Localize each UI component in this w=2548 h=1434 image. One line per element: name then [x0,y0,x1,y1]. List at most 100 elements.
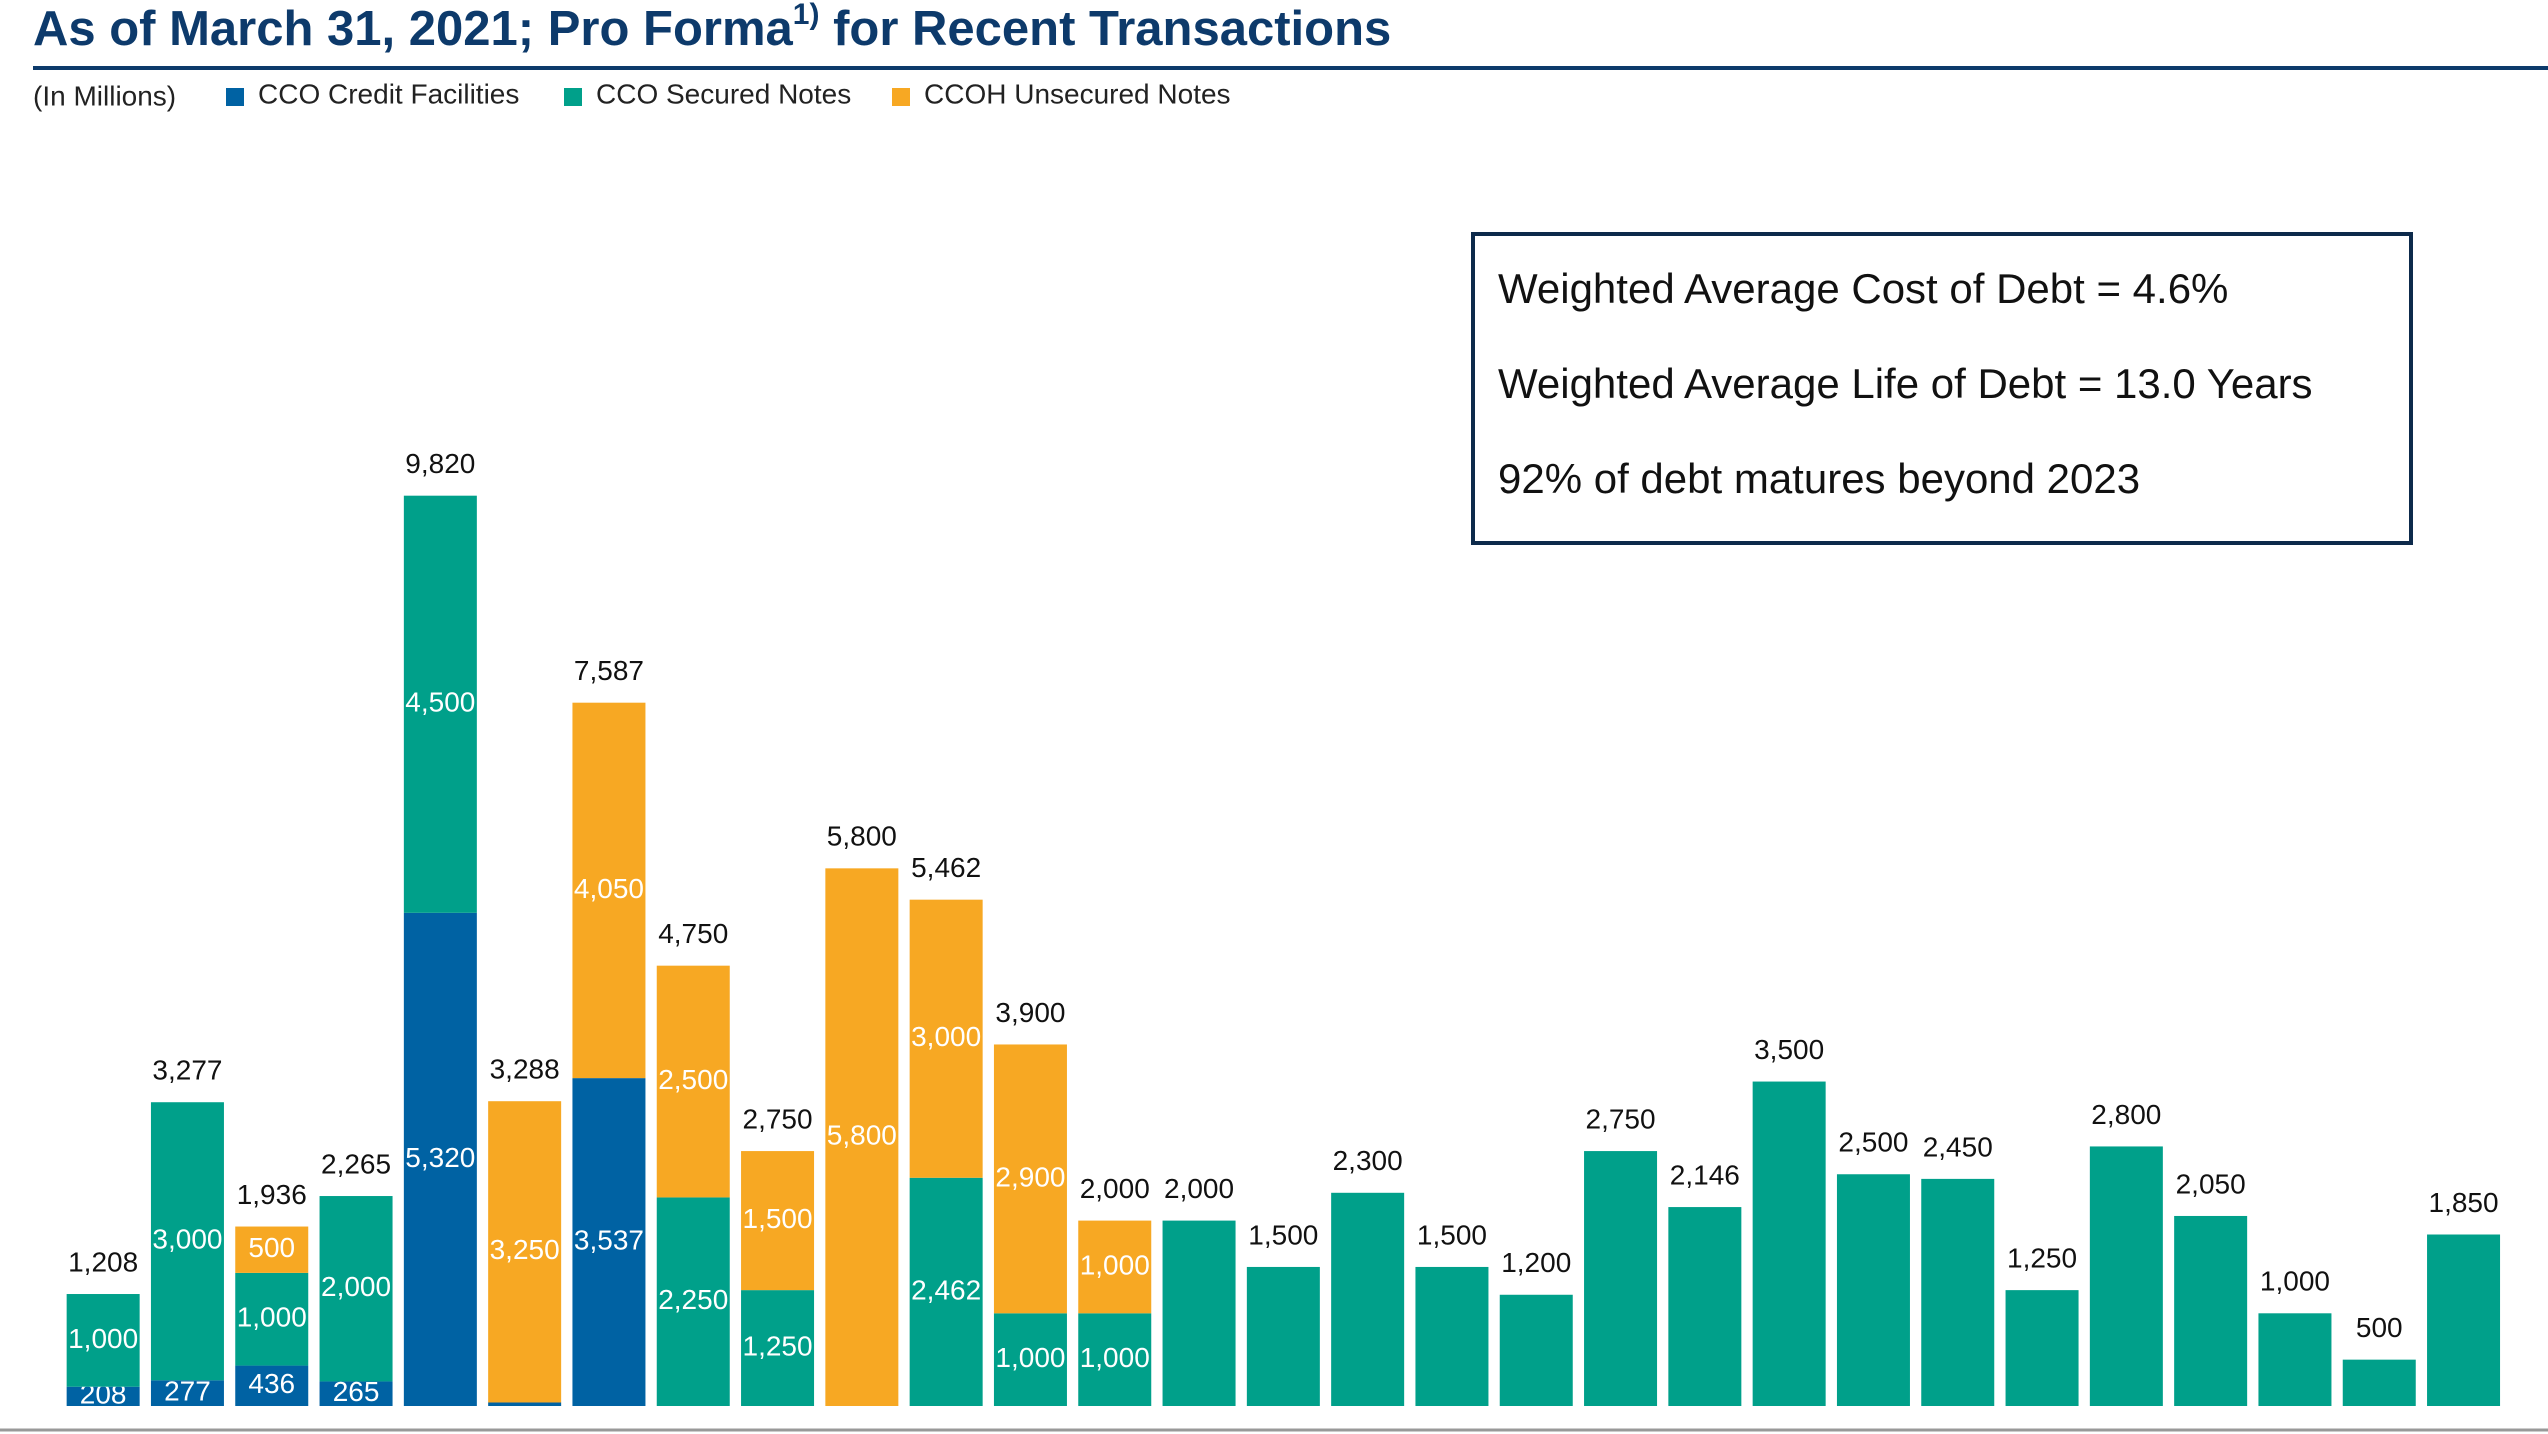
segment-label: 2,462 [911,1274,981,1305]
legend-swatch [226,88,244,106]
bar-segment [235,1226,309,1273]
total-label: 4,750 [658,918,728,949]
total-label: 3,900 [995,997,1065,1028]
segment-label: 1,000 [1080,1249,1150,1280]
bar-segment [1331,1192,1405,1406]
total-label: 2,300 [1333,1145,1403,1176]
bar-segment [2427,1234,2501,1406]
segment-label: 3,000 [911,1021,981,1052]
legend-label: CCOH Unsecured Notes [924,78,1231,109]
total-label: 7,587 [574,655,644,686]
bar-segment [2005,1290,2079,1406]
legend: CCO Credit Facilities CCO Secured Notes CC… [226,78,1231,109]
bar-segment [1836,1174,1910,1406]
bar-segment [403,495,477,913]
total-label: 3,277 [152,1055,222,1086]
total-label: 500 [2356,1312,2403,1343]
bar-segment [909,1177,983,1406]
total-label: 2,050 [2176,1168,2246,1199]
bar-segment [1078,1313,1152,1406]
annotation-box [1471,232,2413,545]
segment-label: 2,500 [658,1064,728,1095]
legend-label: CCO Secured Notes [596,78,851,109]
legend-swatch [892,88,910,106]
total-label: 1,000 [2260,1266,2330,1297]
total-label: 1,500 [1417,1219,1487,1250]
bar-segment [2174,1215,2248,1406]
bar-segment [150,1380,224,1406]
total-label: 3,500 [1754,1034,1824,1065]
segment-label: 1,000 [68,1323,138,1354]
bar-segment [741,1290,815,1406]
bar-segment [1921,1178,1995,1406]
segment-label: 1,000 [1080,1342,1150,1373]
bar-segment [1246,1266,1320,1406]
bar-segment [235,1272,309,1366]
bar-segment [825,868,899,1406]
annotation: Weighted Average Life of Debt = 13.0 Yea… [1498,360,2313,407]
segment-label: 1,500 [743,1203,813,1234]
plot-area: 2081,0001,2082773,0003,2774361,0005001,9… [66,448,2501,1410]
total-label: 2,500 [1838,1127,1908,1158]
total-label: 2,265 [321,1148,391,1179]
bar-segment [488,1101,562,1403]
segment-label: 436 [248,1368,295,1399]
total-label: 1,208 [68,1246,138,1277]
segment-label: 1,000 [237,1302,307,1333]
total-label: 5,462 [911,852,981,883]
bar-segment [1078,1220,1152,1314]
bar-segment [656,965,730,1198]
segment-label: 5,320 [405,1142,475,1173]
total-label: 1,250 [2007,1243,2077,1274]
segment-label: 3,537 [574,1224,644,1255]
bar-segment [1499,1294,1573,1406]
segment-label: 500 [248,1232,295,1263]
total-label: 5,800 [827,821,897,852]
total-label: 1,850 [2429,1187,2499,1218]
bar-segment [1415,1266,1489,1406]
bar-segment [235,1365,309,1406]
segment-label: 277 [164,1376,211,1407]
total-label: 2,750 [743,1103,813,1134]
bar-segment [993,1313,1067,1406]
segment-label: 3,250 [490,1234,560,1265]
total-label: 3,288 [490,1054,560,1085]
bar-segment [150,1102,224,1381]
total-label: 2,000 [1080,1173,1150,1204]
legend-label: CCO Credit Facilities [258,78,519,109]
segment-label: 4,050 [574,873,644,904]
total-label: 2,450 [1923,1131,1993,1162]
title-rest: for Recent Transactions [819,2,1391,56]
chart-title: As of March 31, 2021; Pro Forma1) for Re… [33,0,1391,56]
segment-label: 1,000 [995,1342,1065,1373]
total-label: 2,000 [1164,1173,1234,1204]
total-label: 2,750 [1586,1103,1656,1134]
total-label: 2,800 [2091,1099,2161,1130]
title-main: As of March 31, 2021; Pro Forma [33,2,794,56]
segment-label: 5,800 [827,1120,897,1151]
segment-label: 3,000 [152,1224,222,1255]
segment-label: 2,000 [321,1271,391,1302]
total-label: 1,500 [1248,1219,1318,1250]
bar-segment [2089,1146,2163,1406]
bar-segment [572,1078,646,1406]
segment-label: 2,250 [658,1284,728,1315]
bar-segment [993,1044,1067,1314]
bar-segment [741,1151,815,1291]
bar-segment [488,1402,562,1406]
annotation: Weighted Average Cost of Debt = 4.6% [1498,265,2228,312]
segment-label: 4,500 [405,687,475,718]
bar-segment [656,1197,730,1406]
legend-swatch [564,88,582,106]
bar-segment [909,899,983,1178]
bar-segment [1668,1207,1742,1406]
segment-label: 2,900 [995,1161,1065,1192]
title-superscript: 1) [793,0,820,31]
total-label: 1,200 [1501,1247,1571,1278]
annotation: 92% of debt matures beyond 2023 [1498,455,2140,502]
annotations: Weighted Average Cost of Debt = 4.6% Weig… [1498,265,2313,502]
bar-segment [2342,1359,2416,1406]
bar-segment [319,1381,393,1406]
segment-label: 1,250 [743,1330,813,1361]
